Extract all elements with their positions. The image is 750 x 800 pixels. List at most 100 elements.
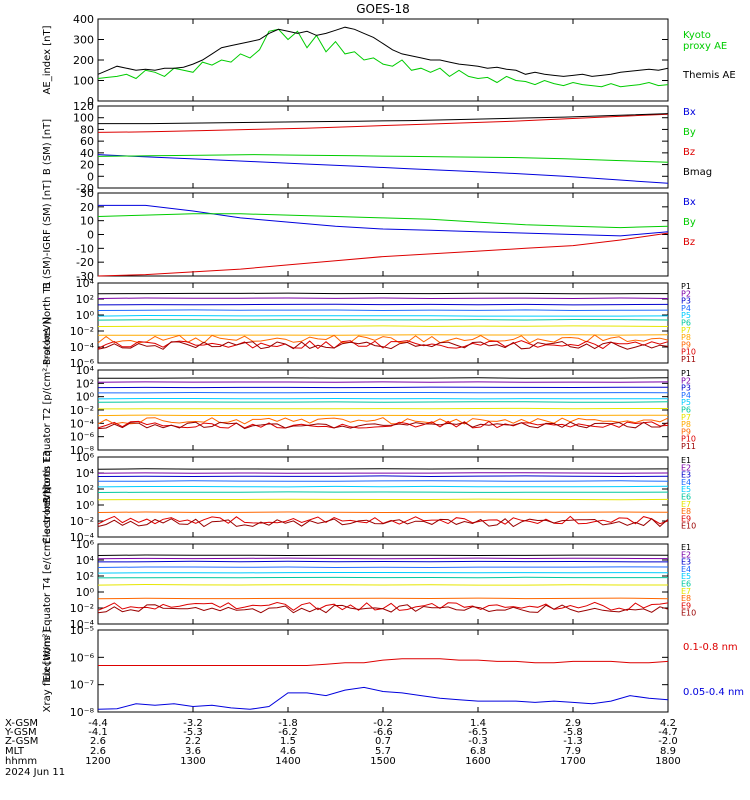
y-axis-label: B (SM) [nT]: [42, 119, 53, 175]
orbit-value: -4.1: [88, 727, 108, 738]
orbit-value: 4.6: [280, 746, 296, 757]
orbit-value: 2.6: [90, 746, 106, 757]
y-tick-label: 10⁻²: [70, 325, 94, 338]
series-xray-0-05-0-4-nm: [97, 686, 669, 710]
orbit-value: 1500: [370, 756, 395, 767]
orbit-value: 6.8: [470, 746, 486, 757]
y-tick-label: 10⁻²: [70, 515, 94, 528]
series-p_equator-p1: [98, 377, 669, 379]
series-e_equator-e6: [97, 576, 668, 579]
legend-e_north-e6: E6: [681, 493, 691, 502]
orbit-value: -4.4: [88, 718, 108, 729]
legend-p_north-p3: P3: [681, 297, 691, 306]
y-tick-label: 20: [80, 159, 94, 172]
y-tick-label: 10⁴: [76, 467, 95, 480]
legend-ae-kyoto-proxy-ae: proxy AE: [683, 41, 727, 52]
series-bigrf-bx: [98, 204, 669, 237]
legend-e_equator-e2: E2: [681, 550, 691, 559]
series-p_north-p6: [97, 318, 669, 321]
series-e_equator-e2: [97, 557, 669, 560]
orbit-value: 1.5: [280, 736, 296, 747]
legend-p_north-p11: P11: [681, 355, 696, 364]
panel-frame: [97, 282, 669, 364]
series-e_north-e2: [97, 472, 669, 474]
series-e_equator-e5: [97, 572, 669, 574]
y-tick-label: 10: [80, 215, 94, 228]
orbit-value: -0.2: [373, 718, 393, 729]
series-p_equator-p8: [97, 414, 668, 417]
legend-e_equator-e9: E9: [681, 601, 691, 610]
y-tick-label: 20: [80, 201, 94, 214]
y-tick-label: 120: [73, 100, 94, 113]
legend-bigrf-bx: Bx: [683, 197, 696, 208]
y-tick-label: 60: [80, 135, 94, 148]
orbit-value: 2.9: [565, 718, 581, 729]
legend-e_equator-e4: E4: [681, 565, 691, 574]
legend-e_equator-e10: E10: [681, 609, 696, 618]
orbit-value: 1.4: [470, 718, 486, 729]
legend-xray-0-05-0-4-nm: 0.05-0.4 nm: [683, 687, 744, 698]
legend-bsm-bmag: Bmag: [683, 167, 712, 178]
legend-bigrf-by: By: [683, 217, 696, 228]
y-tick-label: 400: [73, 13, 94, 26]
legend-e_equator-e1: E1: [681, 543, 691, 552]
legend-e_north-e8: E8: [681, 507, 691, 516]
orbit-value: 5.7: [375, 746, 391, 757]
series-bigrf-by: [97, 213, 669, 229]
series-e_equator-e4: [97, 566, 669, 569]
legend-p_equator-p2: P2: [681, 376, 691, 385]
series-bigrf-bz: [97, 232, 669, 277]
y-tick-label: 10⁻⁶: [70, 357, 95, 370]
legend-e_equator-e8: E8: [681, 594, 691, 603]
orbit-value: -6.6: [373, 727, 393, 738]
y-tick-label: 10²: [76, 377, 94, 390]
y-axis-label: Xray flux [W/m²]: [42, 630, 53, 713]
orbit-value: -1.8: [278, 718, 298, 729]
legend-p_north-p6: P6: [681, 319, 691, 328]
legend-e_north-e5: E5: [681, 485, 691, 494]
legend-e_north-e7: E7: [681, 500, 691, 509]
legend-e_north-e9: E9: [681, 514, 691, 523]
orbit-label: Z-GSM: [5, 736, 38, 747]
legend-p_north-p2: P2: [681, 289, 691, 298]
legend-p_equator-p9: P9: [681, 427, 691, 436]
legend-e_north-e1: E1: [681, 456, 691, 465]
y-tick-label: 0: [87, 95, 94, 108]
orbit-label: X-GSM: [5, 718, 38, 729]
series-p_north-p8: [98, 334, 669, 336]
y-tick-label: -10: [76, 242, 94, 255]
y-tick-label: 0: [87, 229, 94, 242]
series-e_north-e7: [97, 498, 669, 501]
legend-e_north-e4: E4: [681, 478, 691, 487]
orbit-value: 2.2: [185, 736, 201, 747]
y-tick-label: 10⁶: [76, 538, 95, 551]
series-bsm-bx: [97, 154, 669, 184]
legend-p_north-p1: P1: [681, 282, 691, 291]
panel-xray: 10⁻⁸ 10⁻⁷ 10⁻⁶ 10⁻⁵ Xray flux [W/m²] 0.1-0.8 …: [42, 624, 744, 719]
legend-p_north-p9: P9: [681, 340, 691, 349]
legend-p_equator-p7: P7: [681, 413, 691, 422]
y-axis-label: Protons North T1: [42, 281, 53, 365]
series-ae-themis-ae: [97, 26, 669, 77]
y-tick-label: 10⁻²: [70, 404, 94, 417]
y-tick-label: 10⁶: [76, 451, 95, 464]
series-p_north-p1: [97, 292, 669, 295]
series-p_north-p10: [97, 340, 669, 350]
orbit-label: hhmm: [5, 756, 37, 767]
series-e_north-e3: [97, 475, 669, 478]
orbit-value: 1800: [655, 756, 680, 767]
y-tick-label: 10⁴: [76, 364, 95, 377]
y-tick-label: 10⁴: [76, 554, 95, 567]
plot-title: GOES-18: [356, 2, 410, 16]
series-e_north-e5: [97, 485, 669, 488]
orbit-value: 7.9: [565, 746, 581, 757]
series-p_north-p7: [97, 325, 669, 327]
series-p_north-p11: [97, 340, 669, 350]
y-tick-label: 10⁰: [76, 309, 95, 322]
orbit-value: 1700: [560, 756, 585, 767]
legend-p_equator-p3: P3: [681, 384, 691, 393]
legend-ae-kyoto-proxy-ae: Kyoto: [683, 30, 711, 41]
y-tick-label: 100: [73, 112, 94, 125]
y-tick-label: 0: [87, 170, 94, 183]
